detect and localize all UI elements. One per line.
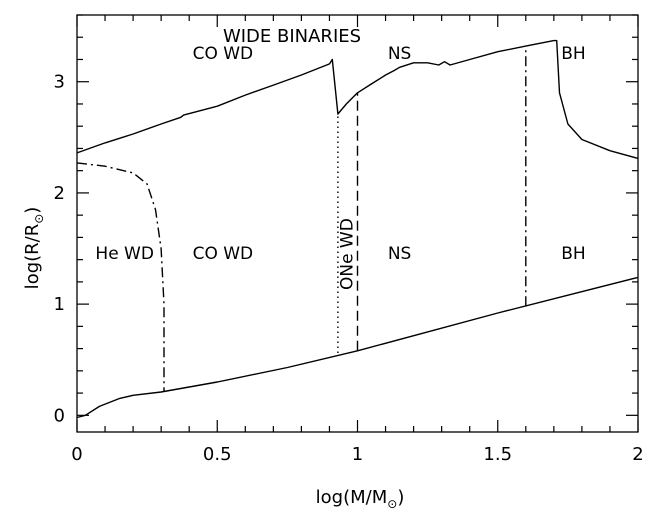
annotation-label: He WD (95, 244, 154, 264)
x-axis-label-main: log(M/M (316, 487, 388, 508)
svg-text:log(R/R⊙): log(R/R⊙) (22, 207, 46, 290)
y-tick-label: 0 (54, 405, 65, 426)
annotation-label: CO WD (193, 44, 254, 64)
y-tick-label: 3 (54, 72, 65, 93)
x-tick-label: 0 (71, 444, 82, 465)
x-axis-label: log(M/M⊙) (316, 487, 405, 511)
annotation-label: NS (388, 44, 412, 64)
y-axis-label-subscript: ⊙ (32, 214, 46, 224)
x-axis-label-subscript: ⊙ (387, 497, 397, 511)
x-tick-label: 2 (632, 444, 643, 465)
x-tick-label: 1.5 (483, 444, 512, 465)
annotation-label: NS (388, 244, 412, 264)
plot-area: 0 0.5 1 1.5 2 0 1 2 3 CO WD NS BH He WD CO WD ONe WD NS… (54, 14, 644, 465)
annotation-label: BH (561, 244, 585, 264)
y-axis-label: log(R/R⊙) (22, 207, 46, 290)
x-tick-label: 1 (352, 444, 363, 465)
annotation-label: ONe WD (338, 218, 358, 290)
svg-text:log(M/M⊙): log(M/M⊙) (316, 487, 405, 511)
annotation-label: CO WD (193, 244, 254, 264)
x-tick-label: 0.5 (203, 444, 232, 465)
y-axis-label-main: log(R/R (22, 224, 43, 290)
series-lower-boundary (76, 276, 639, 419)
annotation-label: BH (561, 44, 585, 64)
series-He-WD-limit (76, 162, 165, 392)
chart-title: WIDE BINARIES (223, 26, 361, 47)
y-tick-label: 2 (54, 183, 65, 204)
series-upper-boundary (76, 39, 639, 160)
y-tick-label: 1 (54, 294, 65, 315)
